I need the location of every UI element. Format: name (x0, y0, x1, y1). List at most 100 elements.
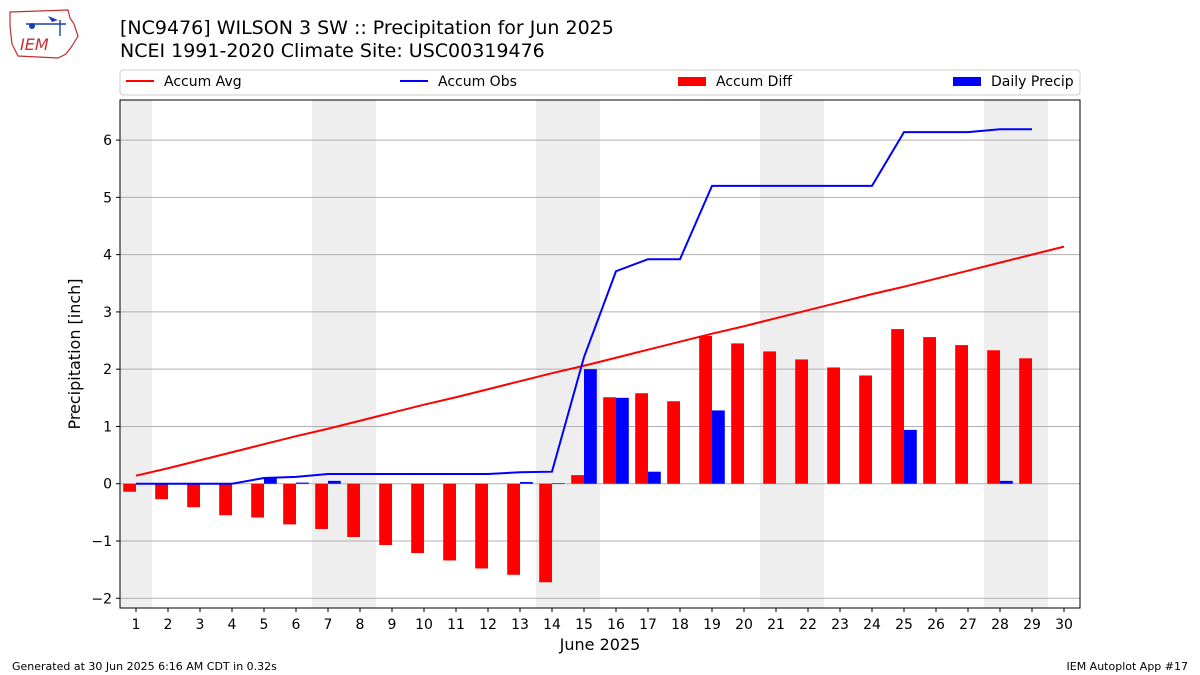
x-tick-label: 24 (863, 617, 881, 633)
accum-diff-bar (283, 483, 296, 525)
y-tick-label: 1 (103, 419, 112, 435)
accum-diff-bar (155, 483, 168, 500)
accum-diff-bar (123, 483, 136, 492)
y-tick-label: 4 (103, 248, 112, 264)
accum-diff-bar (475, 483, 488, 569)
accum-diff-bar (507, 483, 520, 575)
accum-diff-bar (987, 350, 1000, 484)
daily-precip-bar (264, 477, 277, 484)
y-tick-label: 5 (103, 190, 112, 206)
daily-precip-bar (616, 397, 629, 484)
footer-app: IEM Autoplot App #17 (1066, 660, 1189, 673)
accum-diff-bar (731, 343, 744, 484)
accum-diff-bar (411, 483, 424, 554)
x-tick-label: 18 (671, 617, 689, 633)
accum-diff-bar (827, 367, 840, 484)
legend-box (119, 69, 1081, 96)
legend-label: Accum Diff (716, 74, 792, 90)
x-tick-label: 25 (895, 617, 913, 633)
x-axis: 1 2 3 4 5 6 7 8 9 10 11 12 13 14 15 16 17 18 19 20 21 22 23 24 2… (132, 608, 1073, 633)
accum-diff-bar (539, 483, 552, 583)
x-tick-label: 17 (639, 617, 657, 633)
y-gridlines (120, 139, 1080, 599)
weekend-bands (120, 100, 1048, 608)
x-tick-label: 15 (575, 617, 593, 633)
accum-obs-line (136, 128, 1032, 485)
daily-precip-bar (648, 471, 661, 484)
x-tick-label: 5 (260, 617, 269, 633)
plot-frame (119, 99, 1081, 609)
y-tick-label: 6 (103, 133, 112, 149)
accum-diff-bar (955, 345, 968, 484)
y-tick-label: 0 (103, 477, 112, 493)
accum-diff-bar (187, 483, 200, 508)
x-tick-label: 9 (388, 617, 397, 633)
daily-precip-bar (584, 369, 597, 484)
daily-precip-bar (712, 410, 725, 484)
daily-precip-bar (296, 482, 309, 484)
x-tick-label: 27 (959, 617, 977, 633)
accum-diff-bar (635, 393, 648, 484)
x-tick-label: 2 (164, 617, 173, 633)
y-tick-label: 2 (103, 362, 112, 378)
x-tick-label: 11 (447, 617, 465, 633)
x-tick-label: 3 (196, 617, 205, 633)
accum-diff-bar (763, 351, 776, 484)
accum-avg-line (135, 245, 1065, 477)
accum-diff-bar (891, 329, 904, 484)
logo-text: IEM (20, 35, 49, 54)
legend-label: Daily Precip (991, 74, 1074, 90)
accum-diff-bar (667, 401, 680, 484)
bar-series (123, 329, 1032, 583)
accum-diff-bar (219, 483, 232, 516)
x-tick-label: 8 (356, 617, 365, 633)
x-tick-label: 22 (799, 617, 817, 633)
x-tick-label: 26 (927, 617, 945, 633)
accum-diff-bar (699, 335, 712, 484)
x-tick-label: 14 (543, 617, 561, 633)
x-tick-label: 30 (1055, 617, 1073, 633)
chart-subtitle: NCEI 1991-2020 Climate Site: USC00319476 (120, 40, 545, 62)
y-tick-label: 3 (103, 305, 112, 321)
x-tick-label: 7 (324, 617, 333, 633)
accum-diff-bar (315, 483, 328, 529)
legend-swatch-bar (953, 77, 981, 86)
x-tick-label: 12 (479, 617, 497, 633)
iowa-outline-icon (9, 9, 79, 59)
accum-diff-bar (795, 359, 808, 484)
x-tick-label: 23 (831, 617, 849, 633)
accum-diff-bar (923, 337, 936, 484)
accum-diff-bar (603, 397, 616, 484)
y-axis-label: Precipitation [inch] (65, 278, 84, 429)
legend: Accum Avg Accum Obs Accum Diff Daily Precip (119, 69, 1081, 96)
x-tick-label: 28 (991, 617, 1009, 633)
daily-precip-bar (904, 429, 917, 484)
iem-logo: IEM (8, 6, 80, 60)
legend-label: Accum Avg (164, 74, 242, 90)
chart-title: [NC9476] WILSON 3 SW :: Precipitation fo… (120, 17, 614, 39)
x-axis-label: June 2025 (559, 635, 641, 654)
x-tick-label: 1 (132, 617, 141, 633)
x-tick-label: 4 (228, 617, 237, 633)
x-tick-label: 19 (703, 617, 721, 633)
footer-generated: Generated at 30 Jun 2025 6:16 AM CDT in … (12, 660, 277, 673)
daily-precip-bar (1000, 480, 1013, 484)
accum-diff-bar (1019, 358, 1032, 484)
x-tick-label: 29 (1023, 617, 1041, 633)
accum-diff-bar (443, 483, 456, 561)
daily-precip-bar (328, 480, 341, 484)
daily-precip-bar (520, 482, 533, 484)
weekend-band (120, 100, 152, 608)
x-tick-label: 16 (607, 617, 625, 633)
accum-diff-bar (347, 483, 360, 537)
y-axis: −2 −1 0 1 2 3 4 5 6 (91, 133, 120, 607)
x-tick-label: 21 (767, 617, 785, 633)
accum-diff-bar (379, 483, 392, 546)
x-tick-label: 20 (735, 617, 753, 633)
y-tick-label: −1 (91, 534, 112, 550)
accum-diff-bar (571, 475, 584, 484)
line-series (135, 128, 1065, 485)
legend-label: Accum Obs (438, 74, 517, 90)
weekend-band (312, 100, 376, 608)
